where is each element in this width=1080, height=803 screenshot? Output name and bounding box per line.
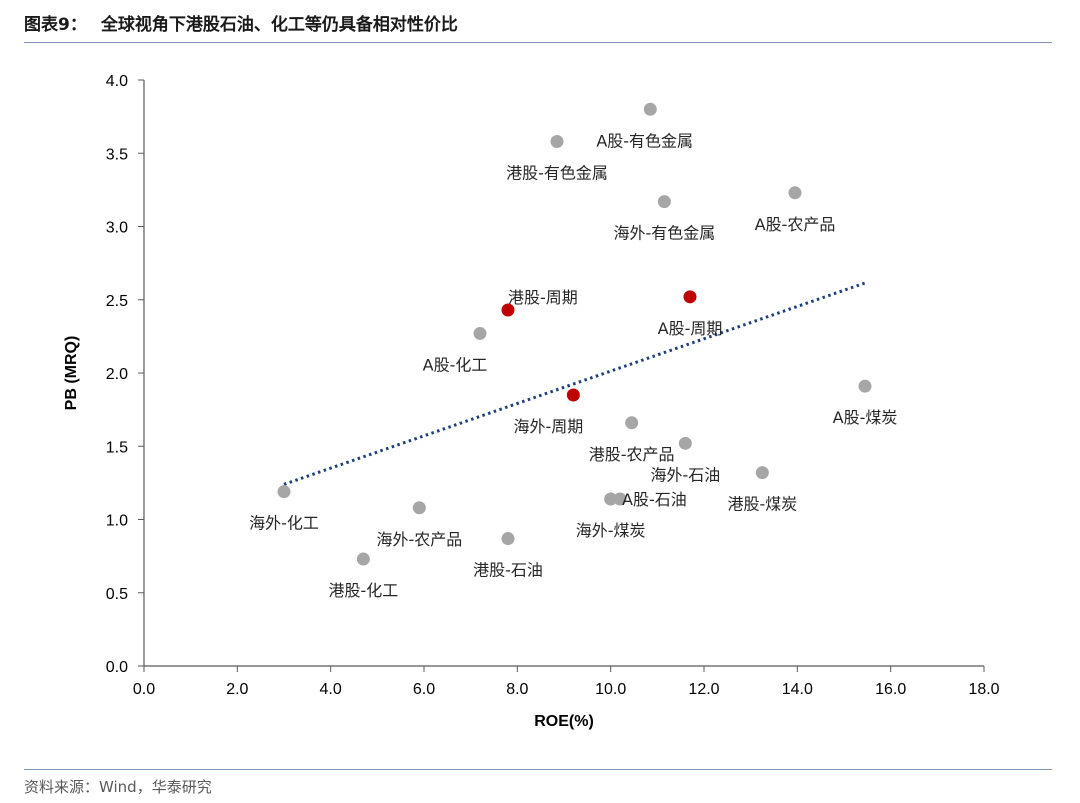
data-point: [277, 485, 291, 499]
data-point: [625, 416, 639, 430]
y-tick-label: 0.0: [106, 659, 128, 676]
y-tick-label: 0.5: [106, 586, 128, 603]
trendline-group: [283, 280, 868, 486]
y-tick-label: 1.5: [106, 439, 128, 456]
y-tick-label: 4.0: [106, 73, 128, 90]
data-point: [678, 436, 692, 450]
data-point: [643, 102, 657, 116]
point-label: A股-有色金属: [596, 131, 693, 150]
point-label: 海外-周期: [513, 417, 583, 436]
highlight-data-point: [501, 303, 515, 317]
x-tick-label: 12.0: [688, 681, 719, 698]
x-tick-label: 16.0: [875, 681, 906, 698]
point-label: 港股-有色金属: [506, 164, 608, 183]
x-tick-label: 14.0: [782, 681, 813, 698]
data-point: [501, 532, 515, 546]
data-point: [657, 195, 671, 209]
point-label: 港股-石油: [473, 561, 543, 580]
data-point: [412, 501, 426, 515]
point-label: A股-化工: [423, 355, 488, 374]
data-point: [613, 492, 627, 506]
data-point: [550, 135, 564, 149]
data-point: [356, 552, 370, 566]
x-tick-label: 8.0: [506, 681, 528, 698]
figure-title: 全球视角下港股石油、化工等仍具备相对性价比: [100, 15, 458, 35]
point-label: 海外-化工: [249, 514, 319, 533]
y-tick-label: 2.5: [106, 293, 128, 310]
figure-label: 图表9：: [24, 15, 87, 35]
chart-axes: 0.0 2.0 4.0 6.0 8.0 10.0 12.0 14.0 16.0 18.0 0.0 0.…: [106, 73, 1000, 698]
point-label: A股-煤炭: [833, 408, 898, 427]
x-tick-label: 6.0: [413, 681, 435, 698]
point-label: 海外-煤炭: [576, 521, 646, 540]
trendline: [283, 280, 868, 486]
data-point: [755, 466, 769, 480]
source-note: 资料来源：Wind，华泰研究: [24, 769, 1052, 797]
data-point: [604, 492, 618, 506]
x-tick-label: 4.0: [320, 681, 342, 698]
x-tick-label: 10.0: [595, 681, 626, 698]
x-tick-label: 0.0: [133, 681, 155, 698]
y-tick-label: 3.0: [106, 220, 128, 237]
x-axis-title: ROE(%): [534, 713, 594, 730]
point-label: 港股-煤炭: [727, 495, 797, 514]
point-label: 海外-石油: [650, 465, 720, 484]
x-tick-label: 18.0: [968, 681, 999, 698]
point-label: A股-石油: [622, 490, 687, 509]
data-point: [473, 326, 487, 340]
point-label: A股-农产品: [755, 215, 836, 234]
highlight-data-point: [683, 290, 697, 304]
point-label: A股-周期: [658, 319, 723, 338]
point-label: 海外-有色金属: [613, 224, 715, 243]
data-point: [788, 186, 802, 200]
data-point: [858, 379, 872, 393]
point-label: 港股-农产品: [589, 445, 675, 464]
y-tick-label: 1.0: [106, 513, 128, 530]
data-points: [277, 102, 872, 566]
point-label: 港股-周期: [508, 288, 578, 307]
highlight-data-point: [566, 388, 580, 402]
y-axis-title: PB (MRQ): [63, 336, 80, 411]
y-tick-label: 3.5: [106, 146, 128, 163]
x-tick-label: 2.0: [226, 681, 248, 698]
y-tick-label: 2.0: [106, 366, 128, 383]
figure-header: 图表9： 全球视角下港股石油、化工等仍具备相对性价比: [24, 12, 1052, 43]
point-label: 海外-农产品: [376, 530, 462, 549]
point-label: 港股-化工: [328, 581, 398, 600]
